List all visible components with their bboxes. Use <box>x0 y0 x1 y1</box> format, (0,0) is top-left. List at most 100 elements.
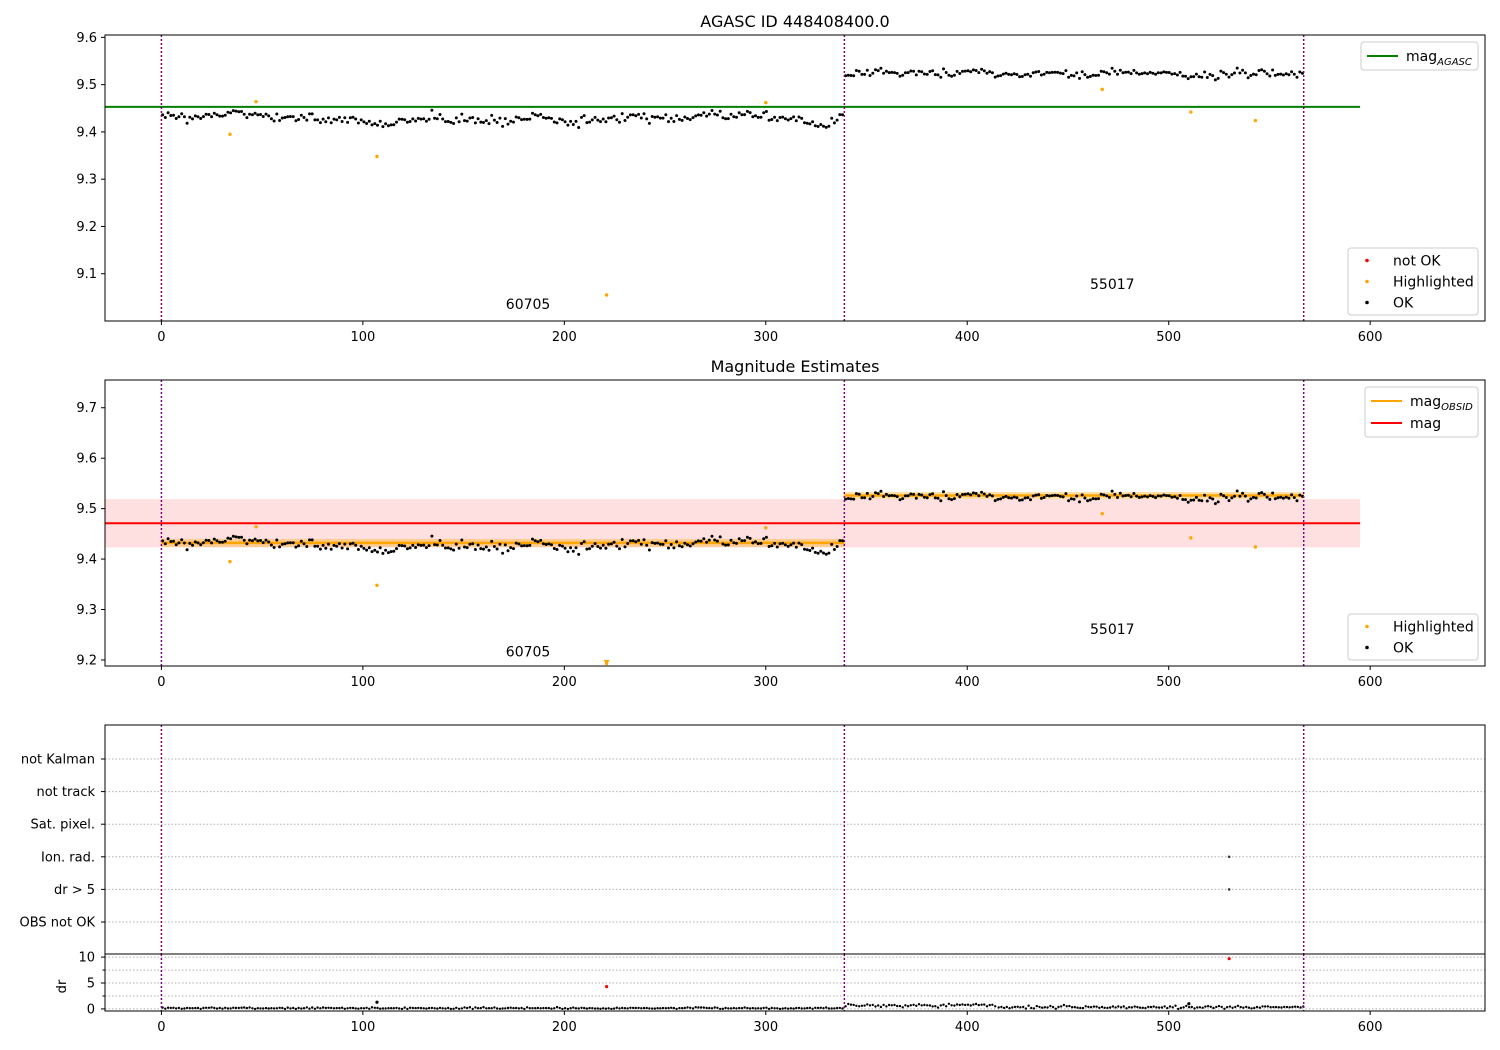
ok-point <box>509 119 513 123</box>
ok-point <box>1143 71 1147 75</box>
ok-point <box>658 542 662 546</box>
ok-point <box>835 545 839 548</box>
dr-point <box>1185 1004 1188 1008</box>
ok-point <box>343 116 347 120</box>
ok-point <box>737 111 741 115</box>
ok-point <box>210 541 214 545</box>
ok-point <box>686 543 689 547</box>
dr-point <box>1277 1006 1281 1009</box>
ok-point <box>996 497 1000 501</box>
dr-point <box>283 1007 287 1011</box>
ok-point <box>204 112 208 116</box>
ok-point <box>974 69 978 72</box>
ok-point <box>844 497 848 501</box>
ok-point <box>607 542 611 546</box>
ok-point <box>335 544 339 548</box>
ok-point <box>756 542 760 546</box>
dr-point <box>604 1007 608 1010</box>
ok-point <box>857 69 861 73</box>
dr-point <box>689 1006 692 1009</box>
ok-point <box>172 539 175 543</box>
legend-label-text: mag <box>1410 394 1441 410</box>
ok-point <box>838 113 842 117</box>
ok-point <box>308 112 311 116</box>
ok-point <box>223 113 227 117</box>
ok-point <box>1020 498 1024 502</box>
highlighted-point <box>604 293 609 297</box>
ok-point <box>367 119 371 123</box>
dr-point <box>327 1006 330 1009</box>
ok-point <box>495 121 499 124</box>
dr-point <box>286 1006 289 1009</box>
ok-point <box>574 546 578 550</box>
ok-point <box>280 116 284 120</box>
ok-point <box>1281 496 1285 500</box>
ok-point <box>1135 71 1139 75</box>
ok-point <box>1241 491 1245 495</box>
dr-point <box>313 1007 317 1010</box>
dr-point <box>1247 1006 1251 1009</box>
ok-point <box>1200 499 1204 503</box>
ok-point <box>272 119 276 123</box>
ok-point <box>397 543 401 547</box>
dr-point <box>441 1007 444 1010</box>
dr-point <box>602 1007 605 1010</box>
dr-point <box>1062 1003 1066 1007</box>
ok-point <box>204 538 208 542</box>
ok-point <box>539 112 543 116</box>
dr-point <box>980 1003 983 1006</box>
legend-box <box>1347 613 1479 661</box>
dr-point <box>520 1006 523 1010</box>
ok-point <box>1048 494 1051 498</box>
ok-point <box>1260 491 1264 495</box>
dr-point <box>1081 1006 1085 1010</box>
ok-point <box>691 116 695 120</box>
ok-point <box>1026 496 1030 500</box>
dr-point <box>438 1006 442 1010</box>
ok-point <box>601 117 605 121</box>
legend-point-swatch <box>1365 300 1369 305</box>
ok-point <box>566 123 570 127</box>
dr-point <box>694 1006 697 1009</box>
ok-point <box>582 540 586 544</box>
ok-point <box>1165 494 1168 498</box>
ok-point <box>1249 497 1253 501</box>
dr-point <box>1019 1006 1022 1009</box>
highlighted-point <box>1189 110 1193 114</box>
legend-label: Highlighted <box>1393 275 1474 291</box>
ok-point <box>909 492 913 496</box>
dr-point <box>330 1006 333 1010</box>
ok-point <box>422 543 426 547</box>
flag-label: Ion. rad. <box>41 850 95 865</box>
ok-point <box>645 117 649 121</box>
dr-point <box>974 1002 978 1006</box>
ok-point <box>786 544 790 548</box>
dr-point <box>1068 1004 1071 1008</box>
ok-point <box>1216 76 1220 80</box>
ok-point <box>541 116 545 119</box>
ok-point <box>237 110 241 114</box>
ok-point <box>732 541 736 545</box>
dr-point <box>384 1007 387 1010</box>
ok-point <box>185 548 189 552</box>
ok-point <box>240 110 243 113</box>
ok-point <box>403 118 407 122</box>
dr-point <box>683 1006 686 1010</box>
x-tick-label: 200 <box>552 675 577 690</box>
dr-point <box>904 1004 907 1007</box>
ok-point <box>797 541 801 545</box>
ok-point <box>1042 496 1046 499</box>
ok-point <box>1018 498 1022 502</box>
ok-point <box>182 541 186 545</box>
ok-point <box>773 115 777 119</box>
ok-point <box>1045 494 1049 497</box>
highlighted-offscale-marker <box>603 660 610 665</box>
ok-point <box>525 117 529 121</box>
ok-point <box>348 116 352 120</box>
dr-point <box>1147 1005 1150 1009</box>
x-tick-label: 100 <box>350 675 375 690</box>
ok-point <box>620 538 624 541</box>
ok-point <box>242 538 246 542</box>
ok-point <box>947 73 951 77</box>
ok-point <box>460 112 464 116</box>
